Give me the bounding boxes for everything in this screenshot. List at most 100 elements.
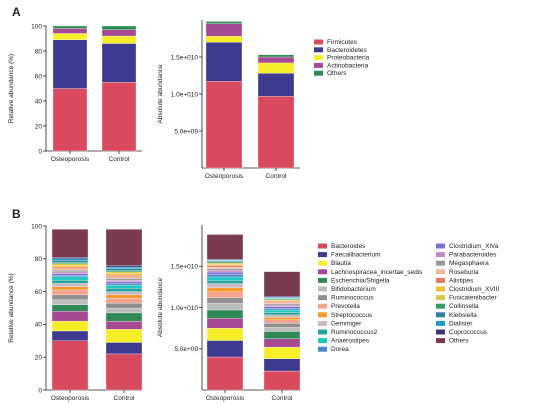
legend-swatch <box>436 286 445 292</box>
legend-label: Actinobacteria <box>327 62 369 69</box>
bar-segment <box>263 319 301 324</box>
bar-segment <box>263 317 301 321</box>
legend-label: Firmicutes <box>327 39 358 46</box>
y-tick-label: 1.5e+010 <box>171 54 199 61</box>
legend-swatch <box>436 303 445 309</box>
legend-swatch <box>436 320 445 326</box>
bar-segment <box>105 307 143 314</box>
legend-swatch <box>436 277 445 283</box>
bar-segment <box>263 312 301 316</box>
bar-segment <box>206 264 244 266</box>
bar-segment <box>263 304 301 307</box>
y-tick-label: 0 <box>38 387 42 394</box>
bar-segment <box>101 29 137 37</box>
bar-segment <box>263 309 301 313</box>
y-axis-title: Absolute abundance <box>157 64 164 124</box>
legend-swatch <box>318 269 327 275</box>
legend-label: Dialister <box>449 320 473 327</box>
bar-segment <box>263 271 301 297</box>
bar-segment <box>51 286 89 291</box>
legend-swatch <box>436 312 445 318</box>
legend-swatch <box>318 312 327 318</box>
bar-segment <box>101 43 137 83</box>
bar-segment <box>105 283 143 286</box>
bar-segment <box>206 291 244 298</box>
bar-segment <box>51 258 89 261</box>
bar-segment <box>263 303 301 306</box>
y-tick-label: 60 <box>35 73 43 80</box>
bar-segment <box>51 330 89 341</box>
bar-segment <box>263 301 301 303</box>
bar-segment <box>105 291 143 296</box>
y-tick-label: 5.0e+09 <box>174 128 198 135</box>
bar-segment <box>206 268 244 271</box>
bar-segment <box>105 276 143 279</box>
bar-segment <box>51 294 89 300</box>
legend-label: Ruminococcus2 <box>331 329 378 336</box>
bar-segment <box>105 302 143 309</box>
bar-segment <box>205 81 243 169</box>
bar-segment <box>51 271 89 274</box>
legend-label: Escherichia/Shigella <box>331 277 390 284</box>
legend-swatch <box>318 303 327 309</box>
bar-segment <box>105 270 143 273</box>
bar-segment <box>206 287 244 292</box>
y-tick-label: 100 <box>31 23 42 30</box>
bar-segment <box>205 21 243 24</box>
y-tick-label: 1.0e+010 <box>171 91 199 98</box>
x-tick-label: Osteoporosis <box>206 395 245 402</box>
bar-segment <box>105 266 143 269</box>
bar-segment <box>51 268 89 271</box>
legend-swatch <box>318 346 327 352</box>
bar-segment <box>257 54 295 58</box>
bar-segment <box>52 28 88 34</box>
bar-segment <box>105 279 143 282</box>
bar-segment <box>105 320 143 330</box>
bar-segment <box>206 283 244 288</box>
x-tick-label: Control <box>114 395 136 402</box>
legend-label: Clostridium_XVIII <box>449 286 499 293</box>
legend-label: Ruminococcus <box>331 295 374 302</box>
bar-segment <box>205 36 243 43</box>
bar-segment <box>105 288 143 292</box>
y-tick-label: 1.0e+010 <box>171 305 199 312</box>
legend-swatch <box>436 338 445 344</box>
x-tick-label: Control <box>266 173 288 180</box>
bar-segment <box>51 266 89 269</box>
legend-swatch <box>318 243 327 249</box>
bar-segment <box>263 338 301 348</box>
bar-segment <box>263 308 301 311</box>
bar-segment <box>105 312 143 322</box>
bar-segment <box>263 331 301 339</box>
x-tick-label: Control <box>109 156 131 163</box>
bar-segment <box>105 294 143 299</box>
bar-segment <box>51 260 89 263</box>
bar-segment <box>105 342 143 355</box>
x-tick-label: Osteoporosis <box>51 156 90 163</box>
bar-segment <box>51 283 89 287</box>
bar-segment <box>206 318 244 329</box>
bar-segment <box>51 265 89 268</box>
y-tick-label: 100 <box>31 223 42 230</box>
legend-swatch <box>318 329 327 335</box>
bar-segment <box>205 42 243 82</box>
bar-segment <box>257 62 295 74</box>
x-tick-label: Control <box>272 395 294 402</box>
panel-letter-b: B <box>12 207 21 221</box>
legend-swatch <box>318 295 327 301</box>
legend-label: Roseburia <box>449 269 479 276</box>
bar-segment <box>52 33 88 40</box>
y-tick-label: 1.5e+010 <box>171 264 199 271</box>
bar-segment <box>51 263 89 266</box>
legend-swatch <box>436 243 445 249</box>
chart-a-abs: 5.0e+09 1.0e+010 1.5e+010 Absolute abundanc… <box>157 20 370 180</box>
legend-label: Lachnospiracea_incertae_sedis <box>331 269 423 276</box>
legend-label: Streptococcus <box>331 312 373 319</box>
y-axis-title: Relative abundance (%) <box>8 54 15 123</box>
bar-segment <box>263 370 301 391</box>
legend-swatch <box>318 320 327 326</box>
bar-segment <box>101 82 137 152</box>
y-tick-label: 40 <box>35 322 43 329</box>
bar-segment <box>105 329 143 343</box>
